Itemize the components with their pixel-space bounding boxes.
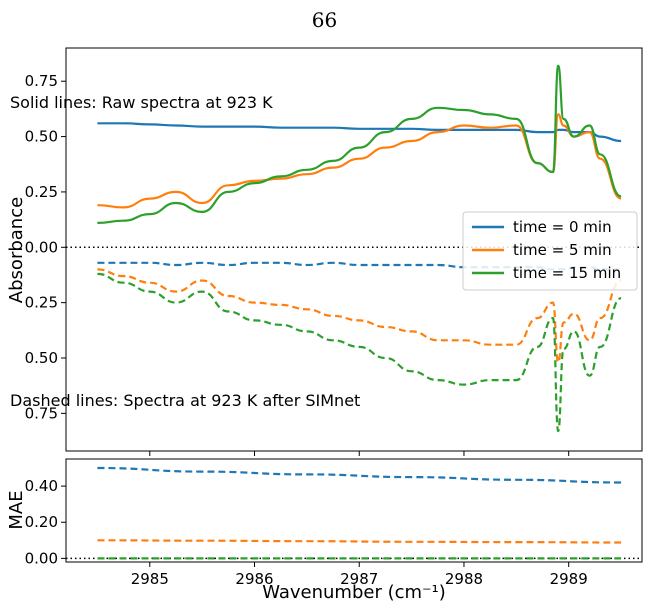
solid-lines-annotation: Solid lines: Raw spectra at 923 K: [10, 93, 273, 112]
top-series-2-solid: [97, 64, 622, 224]
top-series-1-solid: [97, 113, 622, 209]
top-ylabel: Absorbance: [6, 197, 27, 303]
bottom-xtick-label-1: 2986: [235, 570, 273, 588]
legend-label-5: time = 5 min: [513, 241, 612, 259]
bottom-plot-frame: [65, 458, 643, 563]
bottom-ytick-label-1: 0.20: [25, 513, 58, 531]
top-series-4-dashed: [97, 268, 622, 364]
top-ytick-label-0: 0.75: [25, 72, 58, 90]
bottom-ytick-label-0: 0.00: [25, 549, 58, 567]
bottom-xtick-label-2: 2987: [340, 570, 378, 588]
top-series-0-solid: [97, 122, 622, 143]
top-ytick-label-2: 0.25: [25, 183, 58, 201]
legend-label-0: time = 0 min: [513, 218, 612, 236]
legend-box: [462, 211, 638, 291]
top-ytick-label-3: 0.00: [25, 238, 58, 256]
bottom-series-1-dashed: [97, 539, 622, 544]
bottom-ylabel: MAE: [6, 490, 27, 529]
bottom-xtick-label-4: 2989: [550, 570, 588, 588]
bottom-xtick-label-0: 2985: [131, 570, 169, 588]
top-plot-frame: [65, 47, 643, 452]
bottom-panel: 0.00 0.20 0.40 2985 2986 2987 2988 2989: [25, 466, 642, 588]
bottom-ytick-label-2: 0.40: [25, 477, 58, 495]
legend: time = 0 min time = 5 min time = 15 min: [462, 211, 638, 291]
page-number: 66: [311, 8, 338, 32]
top-ytick-label-6: 0.75: [25, 404, 58, 422]
top-ytick-label-1: 0.50: [25, 128, 58, 146]
bottom-xtick-label-3: 2988: [445, 570, 483, 588]
top-ytick-label-5: 0.50: [25, 349, 58, 367]
legend-label-15: time = 15 min: [513, 264, 621, 282]
top-series-5-dashed: [97, 272, 622, 433]
top-ytick-label-4: 0.25: [25, 294, 58, 312]
bottom-series-0-dashed: [97, 466, 622, 484]
dashed-lines-annotation: Dashed lines: Spectra at 923 K after SIM…: [10, 391, 360, 410]
bottom-xlabel: Wavenumber (cm⁻¹): [262, 582, 446, 603]
